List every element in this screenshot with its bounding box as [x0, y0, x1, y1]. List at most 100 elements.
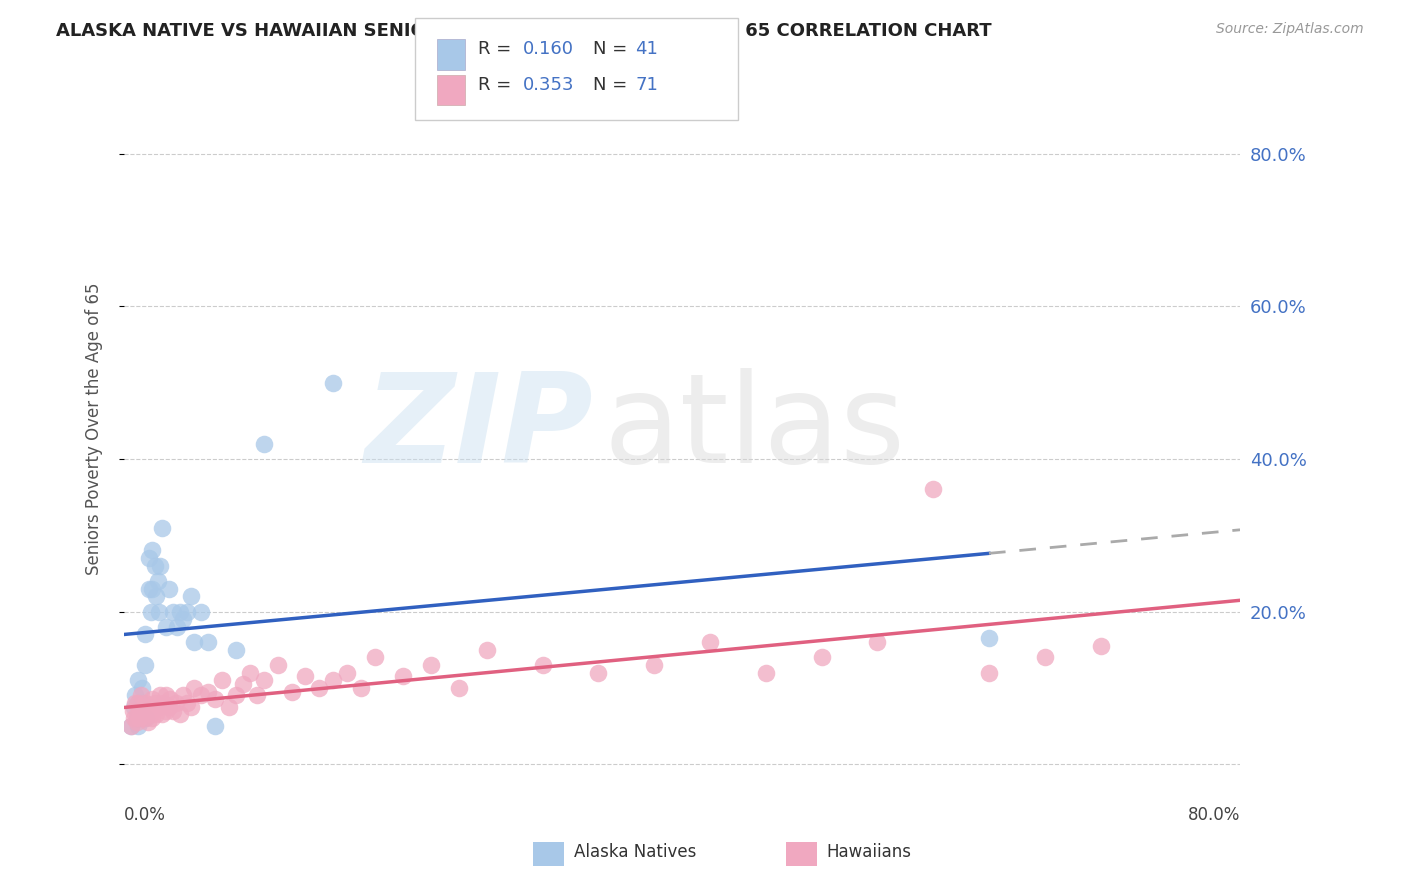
Point — [135, 704, 157, 718]
Point — [922, 483, 945, 497]
Point — [350, 681, 373, 695]
Point — [135, 711, 157, 725]
Point — [588, 665, 610, 680]
Point — [172, 689, 194, 703]
Point — [246, 689, 269, 703]
Point — [155, 689, 177, 703]
Point — [190, 605, 212, 619]
Point — [129, 711, 152, 725]
Point — [148, 605, 170, 619]
Point — [131, 707, 153, 722]
Point — [294, 669, 316, 683]
Point — [142, 704, 165, 718]
Text: atlas: atlas — [605, 368, 905, 489]
Point — [134, 711, 156, 725]
Point — [129, 689, 152, 703]
Point — [122, 699, 145, 714]
Point — [134, 627, 156, 641]
Text: Hawaiians: Hawaiians — [827, 843, 911, 861]
Point — [141, 582, 163, 596]
Point — [141, 692, 163, 706]
Point — [392, 669, 415, 683]
Point — [127, 719, 149, 733]
Point — [169, 605, 191, 619]
Point — [420, 657, 443, 672]
Point — [183, 681, 205, 695]
Point — [148, 699, 170, 714]
Point — [121, 704, 143, 718]
Point — [169, 707, 191, 722]
Point — [197, 684, 219, 698]
Point — [125, 715, 148, 730]
Text: 80.0%: 80.0% — [1188, 806, 1240, 824]
Point — [204, 719, 226, 733]
Point — [866, 635, 889, 649]
Point — [131, 681, 153, 695]
Point — [136, 715, 159, 730]
Point — [150, 707, 173, 722]
Point — [755, 665, 778, 680]
Point — [225, 642, 247, 657]
Point — [138, 699, 160, 714]
Point — [124, 689, 146, 703]
Point — [176, 605, 198, 619]
Text: 41: 41 — [636, 40, 658, 58]
Text: R =: R = — [478, 76, 517, 94]
Point — [157, 699, 180, 714]
Point — [122, 711, 145, 725]
Point — [155, 704, 177, 718]
Text: 0.353: 0.353 — [523, 76, 575, 94]
Point — [252, 673, 274, 688]
Point — [475, 642, 498, 657]
Point — [127, 696, 149, 710]
Point — [364, 650, 387, 665]
Point — [336, 665, 359, 680]
Point — [150, 520, 173, 534]
Point — [810, 650, 832, 665]
Point — [447, 681, 470, 695]
Text: Alaska Natives: Alaska Natives — [574, 843, 696, 861]
Point — [149, 689, 172, 703]
Point — [128, 711, 150, 725]
Point — [141, 543, 163, 558]
Point — [180, 699, 202, 714]
Point — [145, 589, 167, 603]
Point — [120, 719, 142, 733]
Point — [134, 657, 156, 672]
Point — [165, 696, 187, 710]
Point — [139, 707, 162, 722]
Point — [218, 699, 240, 714]
Point — [531, 657, 554, 672]
Point — [146, 574, 169, 588]
Point — [141, 711, 163, 725]
Point — [211, 673, 233, 688]
Point — [129, 704, 152, 718]
Text: ALASKA NATIVE VS HAWAIIAN SENIORS POVERTY OVER THE AGE OF 65 CORRELATION CHART: ALASKA NATIVE VS HAWAIIAN SENIORS POVERT… — [56, 22, 991, 40]
Point — [176, 696, 198, 710]
Point — [232, 677, 254, 691]
Point — [124, 696, 146, 710]
Text: ZIP: ZIP — [364, 368, 593, 489]
Point — [239, 665, 262, 680]
Point — [128, 704, 150, 718]
Point — [138, 551, 160, 566]
Point — [977, 631, 1000, 645]
Point — [120, 719, 142, 733]
Point — [280, 684, 302, 698]
Point — [643, 657, 665, 672]
Point — [322, 376, 344, 390]
Point — [149, 558, 172, 573]
Text: N =: N = — [593, 40, 633, 58]
Point — [143, 696, 166, 710]
Point — [132, 699, 155, 714]
Point — [1033, 650, 1056, 665]
Point — [322, 673, 344, 688]
Point — [266, 657, 288, 672]
Point — [225, 689, 247, 703]
Point — [162, 704, 184, 718]
Point — [197, 635, 219, 649]
Point — [162, 605, 184, 619]
Point — [157, 582, 180, 596]
Point — [131, 696, 153, 710]
Point — [159, 692, 181, 706]
